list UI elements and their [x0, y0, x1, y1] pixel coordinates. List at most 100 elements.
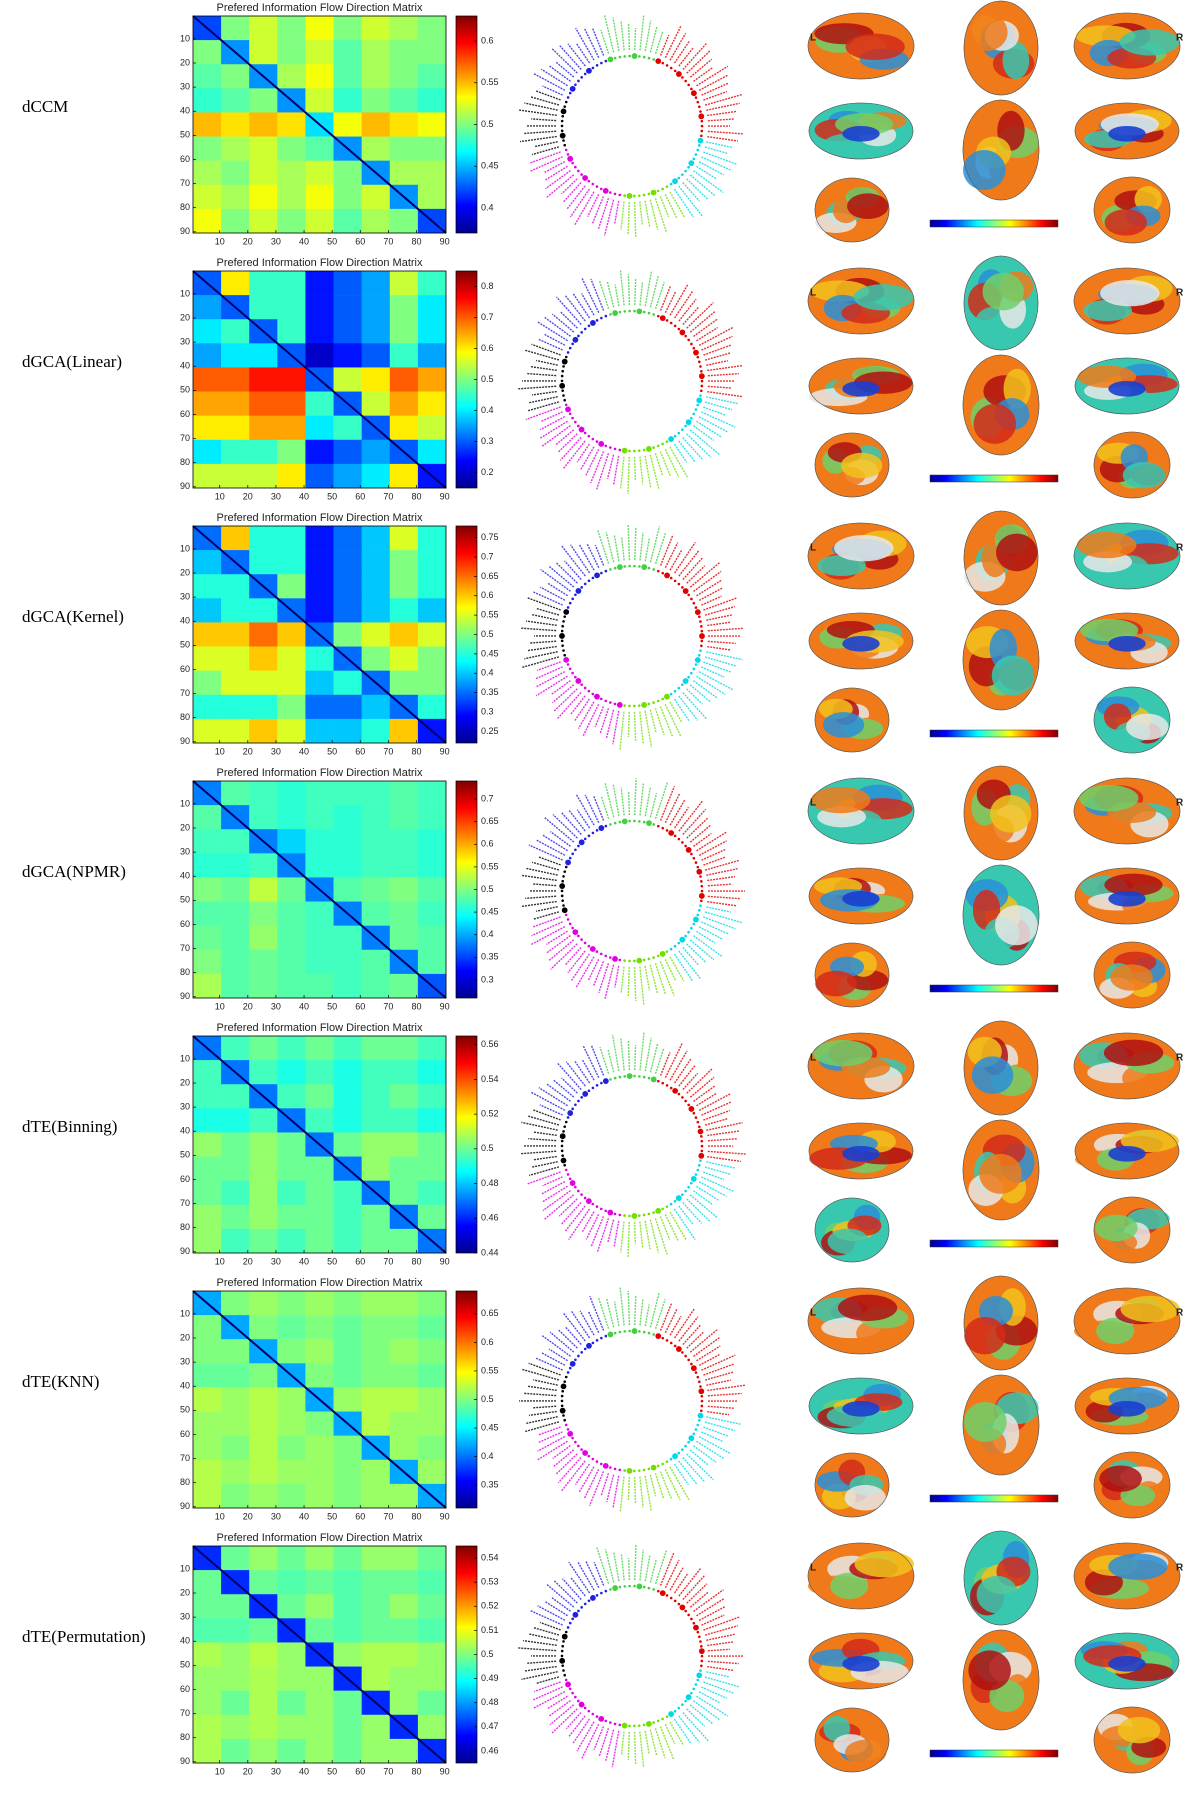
- node-dot: [692, 601, 696, 605]
- node-dot: [692, 1432, 696, 1436]
- node-label-stroke: [682, 306, 700, 326]
- hemisphere-label: L: [810, 798, 816, 809]
- brain-region: [815, 970, 857, 997]
- y-tick-label: 90: [180, 1756, 190, 1766]
- heatmap-cell: [389, 1228, 419, 1254]
- node-label-stroke: [559, 45, 582, 70]
- node-dot: [560, 894, 564, 898]
- node-dot: [577, 1099, 580, 1103]
- heatmap-cell: [389, 805, 419, 830]
- node-dot: [575, 588, 582, 594]
- node-dot: [673, 434, 677, 438]
- colorbar-tick-label: 0.2: [481, 467, 494, 477]
- node-label-stroke: [669, 1211, 688, 1241]
- node-label-stroke: [693, 318, 718, 337]
- node-dot: [587, 1089, 591, 1093]
- node-dot: [562, 1669, 565, 1672]
- node-dot: [696, 865, 700, 869]
- colorbar-tick-label: 0.54: [481, 1074, 499, 1084]
- node-label-stroke: [644, 1730, 650, 1754]
- node-dot: [700, 1409, 703, 1413]
- node-dot: [661, 826, 665, 830]
- node-label-stroke: [686, 1708, 706, 1727]
- heatmap-cell: [361, 718, 391, 744]
- node-dot: [559, 132, 566, 139]
- node-label-stroke: [654, 453, 664, 476]
- node-label-stroke: [565, 1061, 586, 1087]
- brain-outline: [814, 687, 890, 753]
- heatmap-cell: [361, 949, 391, 975]
- colorbar-tick-label: 0.3: [481, 436, 494, 446]
- node-label-stroke: [537, 338, 563, 351]
- node-dot: [669, 576, 673, 580]
- node-dot: [677, 327, 681, 331]
- node-dot: [684, 1444, 687, 1448]
- node-dot: [665, 440, 669, 443]
- node-dot: [560, 1149, 564, 1153]
- heatmap-cell: [249, 694, 278, 720]
- heatmap-cell: [305, 1228, 334, 1254]
- node-dot: [571, 1617, 574, 1621]
- node-dot: [696, 1630, 700, 1634]
- heatmap-cell: [361, 463, 391, 489]
- node-label-stroke: [567, 950, 586, 974]
- node-label-stroke: [706, 1161, 736, 1169]
- node-label-stroke: [585, 1561, 600, 1588]
- node-label-stroke: [536, 661, 561, 672]
- node-dot: [682, 588, 689, 594]
- node-label-stroke: [644, 787, 652, 817]
- node-dot: [668, 830, 675, 836]
- heatmap-cell: [333, 1618, 362, 1643]
- colorbar-tick-label: 0.46: [481, 1213, 499, 1223]
- colorbar-tick-label: 0.75: [481, 532, 499, 542]
- node-dot: [696, 913, 700, 917]
- heatmap-cell: [389, 1363, 419, 1388]
- node-dot: [587, 324, 591, 328]
- heatmap-cell: [249, 526, 278, 551]
- heatmap-cell: [193, 550, 222, 575]
- heatmap-cell: [417, 1570, 447, 1595]
- heatmap-cell: [361, 1483, 391, 1509]
- node-dot: [664, 572, 670, 579]
- colorbar-tick-label: 0.5: [481, 629, 494, 639]
- node-dot: [661, 1336, 665, 1340]
- node-label-stroke: [633, 456, 637, 481]
- brain-colorbar: [929, 219, 1059, 228]
- heatmap-cell: [277, 622, 306, 647]
- heatmap-cell: [417, 1435, 447, 1461]
- node-label-stroke: [644, 965, 651, 991]
- node-label-stroke: [707, 1660, 739, 1665]
- heatmap-cell: [417, 319, 447, 344]
- node-dot: [567, 155, 574, 162]
- heatmap-cell: [389, 1108, 419, 1133]
- node-dot: [700, 1404, 704, 1408]
- node-label-stroke: [544, 316, 571, 337]
- heatmap-cell: [305, 319, 334, 344]
- heatmap-cell: [305, 88, 334, 113]
- node-dot: [631, 53, 638, 59]
- node-dot: [638, 1075, 641, 1078]
- heatmap-cell: [249, 1132, 278, 1157]
- node-label-stroke: [682, 1575, 705, 1601]
- node-dot: [604, 824, 608, 828]
- heatmap-cell: [249, 853, 278, 878]
- node-dot: [616, 702, 623, 708]
- x-tick-label: 20: [243, 1511, 253, 1521]
- node-label-stroke: [659, 1726, 675, 1760]
- node-dot: [602, 187, 609, 194]
- heatmap-cell: [333, 1084, 362, 1109]
- y-tick-label: 70: [180, 178, 190, 188]
- hemisphere-label: R: [1176, 288, 1184, 299]
- node-label-stroke: [644, 200, 651, 228]
- heatmap-cell: [305, 1291, 334, 1316]
- heatmap-cell: [305, 550, 334, 575]
- node-dot: [623, 959, 626, 962]
- node-dot: [659, 951, 666, 957]
- y-tick-label: 10: [180, 1563, 190, 1573]
- colorbar-tick-label: 0.6: [481, 1337, 494, 1347]
- plot-frame: [192, 1290, 447, 1509]
- node-dot: [681, 1448, 684, 1451]
- node-label-stroke: [578, 1466, 595, 1493]
- node-dot: [618, 1585, 622, 1589]
- node-label-stroke: [707, 1130, 741, 1137]
